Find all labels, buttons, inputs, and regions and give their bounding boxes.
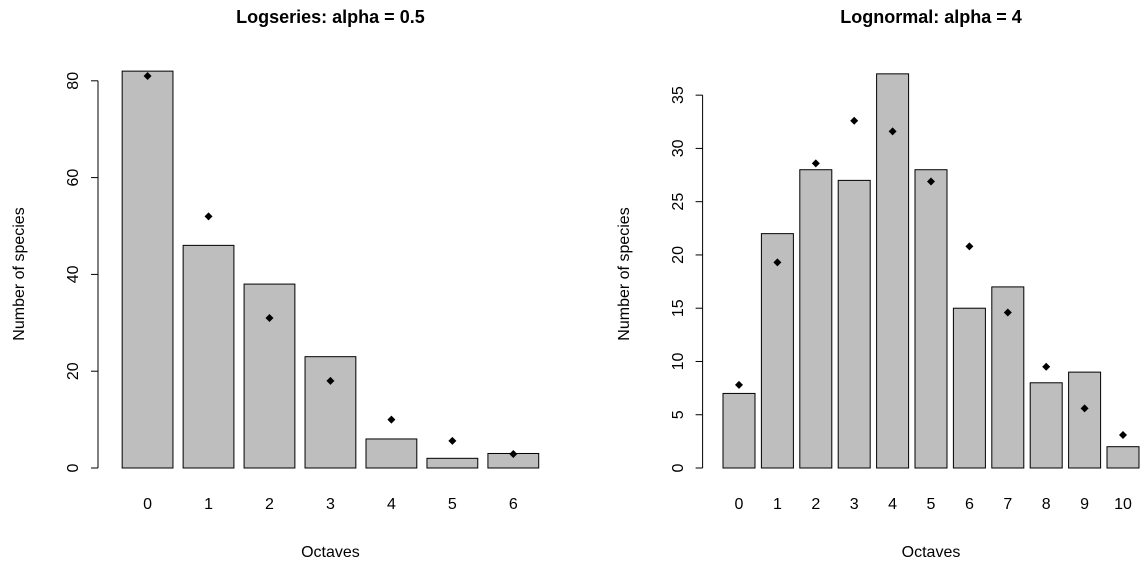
x-axis-label: Octaves [301, 544, 360, 561]
x-tick-label: 5 [927, 496, 936, 513]
chart-title: Lognormal: alpha = 4 [840, 7, 1022, 27]
bar [876, 73, 910, 469]
expected-point [850, 116, 859, 125]
expected-point [326, 376, 335, 385]
bar [837, 179, 871, 469]
y-tick-label: 0 [670, 463, 687, 472]
expected-point [773, 258, 782, 267]
expected-point [204, 212, 213, 221]
bar [991, 286, 1025, 469]
bar [182, 244, 235, 469]
y-tick-label: 20 [65, 362, 82, 380]
bar [365, 438, 418, 469]
expected-point [927, 177, 935, 186]
y-tick-label: 5 [670, 410, 687, 419]
bar [121, 70, 174, 469]
x-tick-label: 6 [509, 496, 518, 513]
bar [426, 457, 479, 469]
expected-point [1119, 430, 1127, 439]
x-tick-label: 1 [204, 496, 213, 513]
x-tick-label: 7 [1003, 496, 1012, 513]
bar [760, 233, 794, 469]
expected-point [811, 159, 820, 168]
x-tick-label: 0 [143, 496, 152, 513]
bar [952, 307, 986, 469]
bar [722, 392, 756, 469]
y-tick-label: 40 [65, 265, 82, 283]
x-tick-label: 1 [773, 496, 782, 513]
y-axis-label: Number of species [616, 207, 633, 340]
y-axis-label: Number of species [11, 207, 28, 340]
x-tick-label: 3 [326, 496, 335, 513]
y-tick-label: 30 [670, 139, 687, 157]
expected-point [888, 127, 897, 136]
x-tick-label: 0 [735, 496, 744, 513]
expected-point [1003, 308, 1012, 317]
y-tick-label: 60 [65, 169, 82, 187]
y-tick-label: 10 [670, 352, 687, 370]
chart-title: Logseries: alpha = 0.5 [236, 7, 425, 27]
bar [1106, 446, 1140, 469]
x-tick-label: 2 [265, 496, 274, 513]
expected-point [143, 71, 152, 80]
bar [1068, 371, 1102, 469]
bar [243, 283, 296, 469]
x-tick-label: 5 [448, 496, 457, 513]
bar [799, 169, 833, 469]
x-tick-label: 2 [811, 496, 820, 513]
x-tick-label: 8 [1042, 496, 1051, 513]
x-tick-label: 3 [850, 496, 859, 513]
y-tick-label: 25 [670, 193, 687, 211]
bar [304, 356, 357, 469]
bar [1029, 382, 1063, 469]
x-tick-label: 4 [888, 496, 897, 513]
expected-point [965, 242, 974, 251]
expected-point [387, 415, 396, 424]
expected-point [1080, 404, 1089, 413]
x-tick-label: 9 [1080, 496, 1089, 513]
x-tick-label: 6 [965, 496, 974, 513]
x-axis-label: Octaves [902, 544, 961, 561]
bar [914, 169, 948, 469]
y-tick-label: 15 [670, 299, 687, 317]
x-tick-label: 4 [387, 496, 396, 513]
expected-point [735, 380, 743, 389]
y-tick-label: 80 [65, 72, 82, 90]
expected-point [265, 313, 274, 322]
expected-point [1042, 362, 1051, 371]
x-tick-label: 10 [1114, 496, 1132, 513]
y-tick-label: 20 [670, 246, 687, 264]
expected-point [509, 449, 518, 458]
expected-point [448, 436, 457, 445]
y-tick-label: 35 [670, 86, 687, 104]
y-tick-label: 0 [65, 463, 82, 472]
